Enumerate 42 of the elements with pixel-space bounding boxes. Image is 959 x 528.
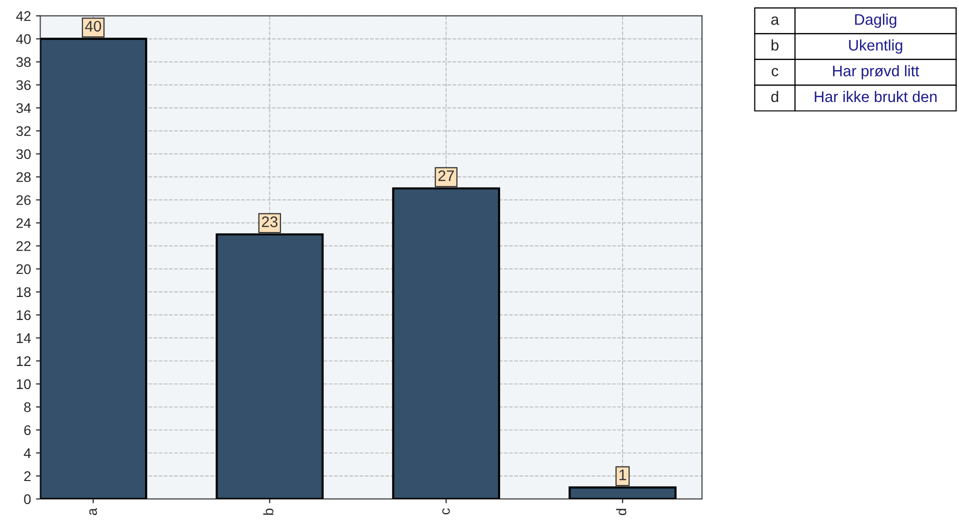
text: Daglig <box>855 14 896 28</box>
y-tick-label: 30 <box>16 149 31 160</box>
y-tick-label: 28 <box>16 172 31 182</box>
x-tick-label: b <box>263 508 274 515</box>
bar <box>568 486 677 499</box>
y-tick-label: 42 <box>16 11 31 21</box>
y-tick-label: 36 <box>16 80 31 90</box>
bar <box>392 187 500 499</box>
y-tick-label: 12 <box>16 356 31 366</box>
text: c <box>772 68 778 76</box>
y-tick-label: 26 <box>16 195 31 206</box>
data-label: 40 <box>85 20 102 32</box>
data-label: 1 <box>620 470 626 480</box>
y-tick-label: 18 <box>16 287 31 298</box>
y-tick-label: 4 <box>24 448 31 458</box>
text: d <box>771 90 778 102</box>
y-tick-label: 34 <box>16 103 31 114</box>
data-label: 23 <box>262 216 278 228</box>
y-tick-label: 6 <box>24 425 31 436</box>
y-tick-label: 0 <box>24 494 31 504</box>
x-tick-label: a <box>89 508 97 516</box>
text: Har prøvd litt <box>833 65 920 80</box>
data-label: 27 <box>438 170 454 182</box>
y-tick-label: 20 <box>16 264 31 274</box>
text: a <box>771 16 780 25</box>
y-tick-label: 22 <box>16 241 31 251</box>
x-tick-label: d <box>616 508 626 516</box>
text: b <box>772 39 778 51</box>
text: Har ikke brukt den <box>814 90 937 102</box>
x-tick-label: c <box>442 508 450 514</box>
y-tick-label: 38 <box>16 57 31 68</box>
y-tick-label: 24 <box>16 218 31 228</box>
y-tick-label: 14 <box>16 333 31 343</box>
y-tick-label: 2 <box>24 471 31 481</box>
y-tick-label: 32 <box>16 126 31 136</box>
text: Ukentlig <box>849 39 902 54</box>
y-tick-label: 10 <box>16 379 31 390</box>
y-tick-label: 8 <box>24 402 31 412</box>
y-tick-label: 40 <box>16 34 31 44</box>
y-tick-label: 16 <box>16 310 31 320</box>
bar <box>40 38 148 499</box>
bar <box>216 233 324 499</box>
